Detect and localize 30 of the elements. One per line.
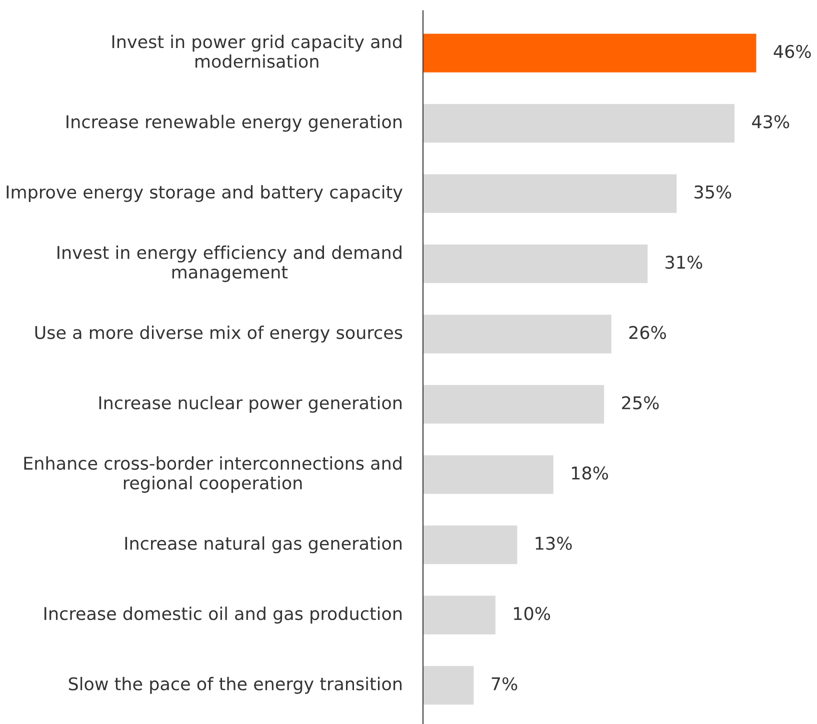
- bar: [423, 244, 648, 284]
- data-label: 31%: [666, 256, 702, 269]
- y-tick-label: Increase domestic oil and gas production: [44, 606, 402, 624]
- y-tick-label: Increase nuclear power generation: [99, 396, 402, 413]
- data-label: 46%: [774, 44, 811, 58]
- y-tick-label: Use a more diverse mix of energy sources: [35, 326, 402, 343]
- y-tick-label: Increase natural gas generation: [125, 536, 402, 554]
- data-label: 13%: [536, 536, 572, 550]
- bar: [423, 455, 554, 494]
- data-label: 10%: [514, 606, 550, 620]
- data-label: 26%: [629, 326, 666, 340]
- y-tick-label: Increase renewable energy generation: [66, 114, 402, 132]
- data-label: 18%: [572, 466, 608, 480]
- data-label: 43%: [752, 115, 790, 128]
- data-label: 7%: [492, 677, 518, 690]
- y-tick-label: Invest in power grid capacity and modernisation: [112, 34, 402, 68]
- data-label: 25%: [622, 396, 659, 410]
- bar: [423, 526, 518, 564]
- bar: [423, 104, 735, 143]
- y-tick-label: Slow the pace of the energy transition: [68, 676, 402, 694]
- bar: [423, 384, 604, 424]
- bar: [423, 666, 474, 705]
- bar: [423, 314, 612, 354]
- y-tick-label: Improve energy storage and battery capacity: [6, 185, 402, 202]
- bar: [423, 34, 756, 72]
- y-tick-label: Enhance cross-border interconnections and regional cooperation: [24, 456, 402, 493]
- y-tick-label: Invest in energy efficiency and demand management: [58, 246, 402, 282]
- bar: [423, 596, 496, 634]
- data-label: 35%: [694, 185, 732, 199]
- bar: [423, 174, 677, 213]
